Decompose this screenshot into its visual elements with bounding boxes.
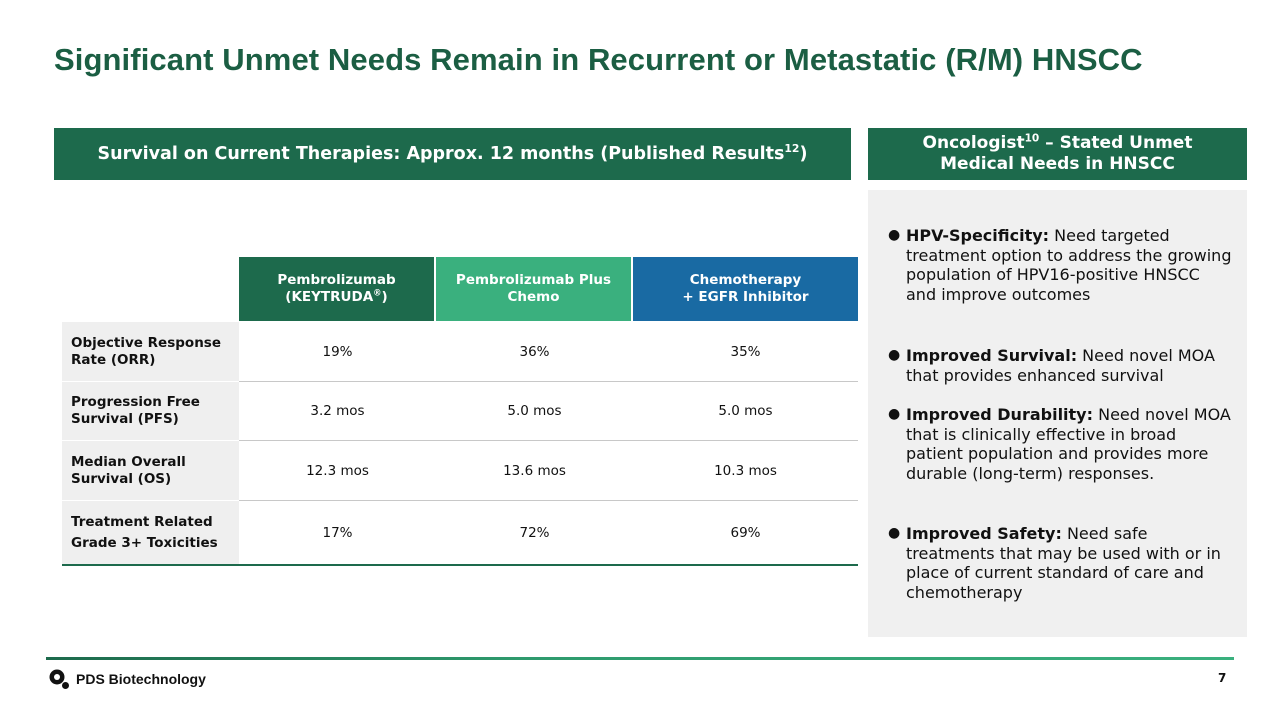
column-header-pembrolizumab-chemo: Pembrolizumab Plus Chemo — [436, 257, 631, 321]
bullet-improved-survival: ● Improved Survival: Need novel MOA that… — [888, 346, 1215, 385]
table-cell: 36% — [519, 343, 550, 360]
table-cell: 5.0 mos — [507, 403, 562, 419]
table-cell: 13.6 mos — [503, 462, 566, 479]
row-divider — [239, 440, 858, 441]
logo-text: PDS Biotechnology — [76, 671, 206, 687]
table-bottom-border — [62, 564, 858, 566]
bullet-dot-icon: ● — [888, 347, 901, 363]
bullet-improved-durability: ● Improved Durability: Need novel MOA th… — [888, 405, 1231, 483]
column-header-chemo-egfr: Chemotherapy + EGFR Inhibitor — [633, 257, 858, 321]
table-cell: 69% — [730, 524, 761, 541]
survival-banner-text: Survival on Current Therapies: Approx. 1… — [97, 142, 808, 164]
row-label-os: Median Overall Survival (OS) — [62, 441, 239, 500]
table-cell: 19% — [322, 343, 353, 360]
row-divider — [239, 381, 858, 382]
table-cell: 12.3 mos — [306, 462, 369, 479]
row-divider — [239, 500, 858, 501]
pds-logo-icon — [49, 669, 69, 689]
table-cell: 3.2 mos — [310, 403, 365, 419]
row-label-pfs: Progression Free Survival (PFS) — [62, 382, 239, 440]
column-header-pembrolizumab: Pembrolizumab (KEYTRUDA®) — [239, 257, 434, 321]
bullet-dot-icon: ● — [888, 406, 901, 422]
company-logo: PDS Biotechnology — [48, 668, 206, 690]
table-cell: 72% — [519, 524, 550, 541]
bullet-dot-icon: ● — [888, 525, 901, 541]
table-cell: 17% — [322, 524, 353, 541]
row-label-orr: Objective Response Rate (ORR) — [62, 322, 239, 381]
unmet-needs-panel — [868, 190, 1247, 637]
unmet-needs-banner-line2: Medical Needs in HNSCC — [940, 154, 1175, 174]
bullet-dot-icon: ● — [888, 227, 901, 243]
unmet-needs-banner: Oncologist10 – Stated Unmet Medical Need… — [868, 128, 1247, 180]
table-cell: 10.3 mos — [714, 462, 777, 479]
bullet-hpv-specificity: ● HPV-Specificity: Need targeted treatme… — [888, 226, 1232, 304]
page-title: Significant Unmet Needs Remain in Recurr… — [54, 42, 1143, 77]
unmet-needs-banner-line1: Oncologist10 – Stated Unmet — [922, 132, 1193, 153]
survival-banner: Survival on Current Therapies: Approx. 1… — [54, 128, 851, 180]
bullet-improved-safety: ● Improved Safety: Need safe treatments … — [888, 524, 1221, 602]
footer-divider — [46, 657, 1234, 660]
page-number: 7 — [1218, 671, 1227, 685]
table-cell: 5.0 mos — [718, 403, 773, 419]
row-label-toxicities: Treatment Related Grade 3+ Toxicities — [62, 501, 239, 564]
table-cell: 35% — [730, 343, 761, 360]
